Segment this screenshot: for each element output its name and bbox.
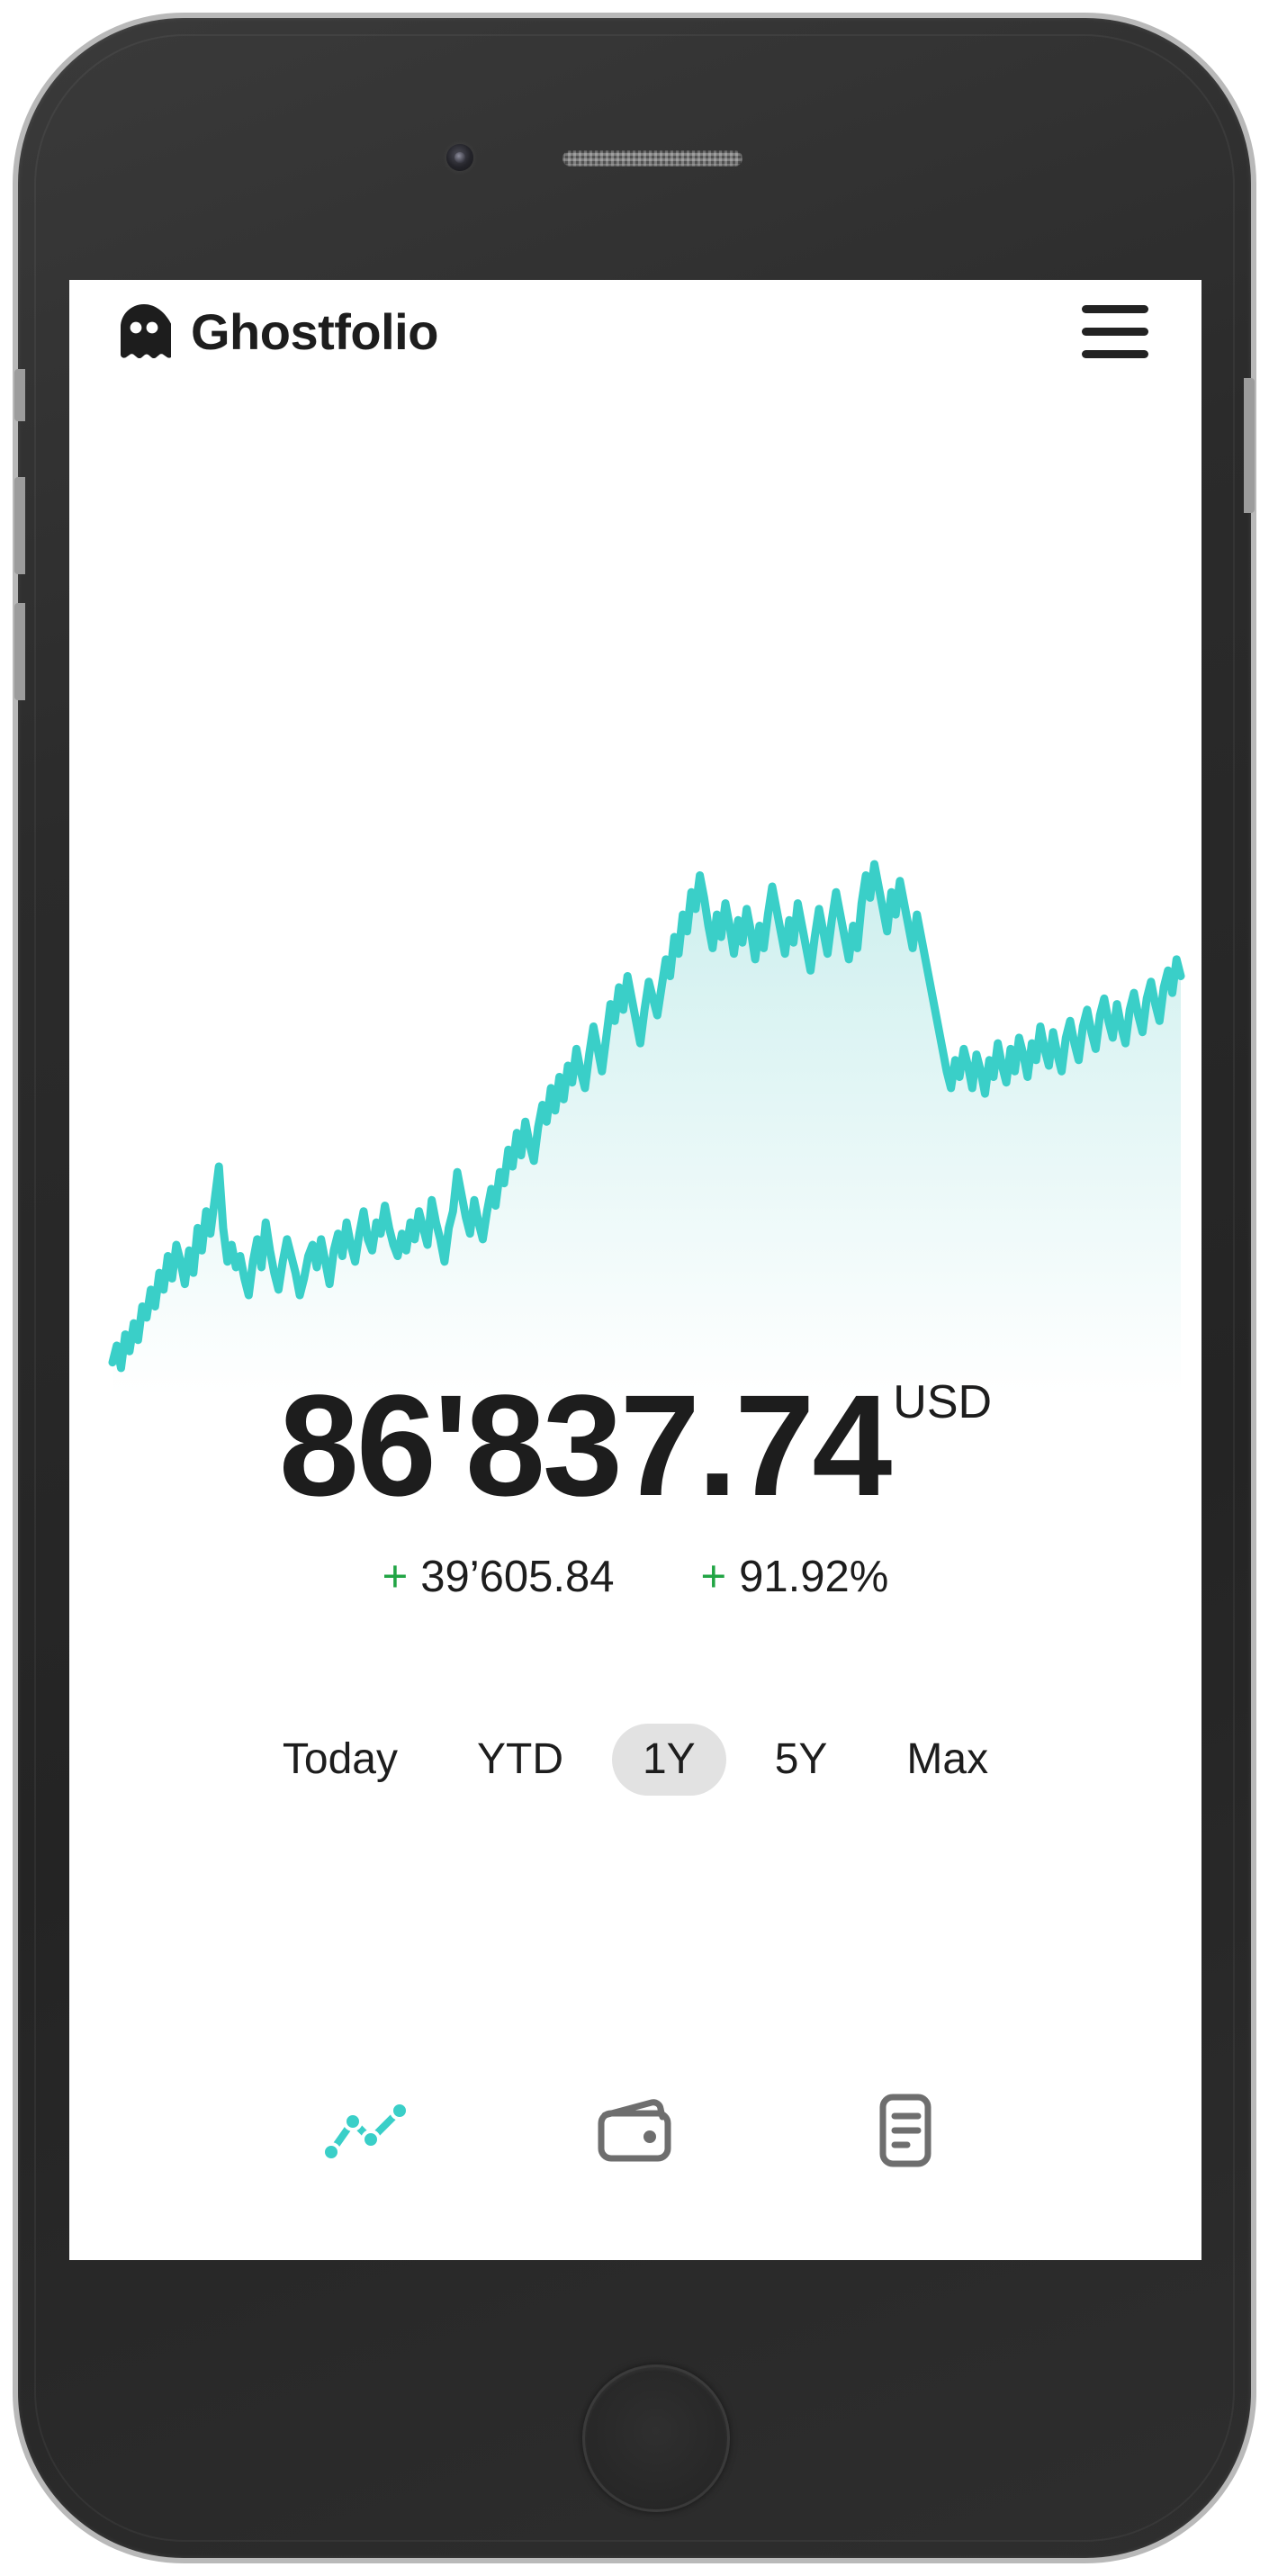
ghost-icon (117, 303, 171, 361)
app-header: Ghostfolio (69, 280, 1202, 383)
portfolio-currency: USD (893, 1376, 993, 1428)
date-range-tabs: Today YTD 1Y 5Y Max (69, 1724, 1202, 1796)
range-tab-max[interactable]: Max (876, 1724, 1019, 1796)
portfolio-change-row: + 39’605.84 + 91.92% (69, 1555, 1202, 1599)
bottom-navigation-bar (69, 2082, 1202, 2181)
wallet-icon (594, 2095, 677, 2168)
front-camera-icon (446, 144, 473, 171)
ringer-switch-button[interactable] (14, 369, 25, 421)
home-button[interactable] (582, 2364, 730, 2512)
phone-screen: Ghostfolio 86'837.74 USD (69, 280, 1202, 2260)
nav-item-activities[interactable] (856, 2082, 955, 2181)
range-tab-1y[interactable]: 1Y (611, 1724, 726, 1796)
analytics-line-chart-icon (321, 2098, 410, 2166)
range-tab-ytd[interactable]: YTD (446, 1724, 594, 1796)
change-absolute-value: 39’605.84 (420, 1553, 615, 1601)
range-tab-today[interactable]: Today (252, 1724, 428, 1796)
portfolio-value: 86'837.74 (278, 1365, 892, 1526)
app-title: Ghostfolio (191, 302, 438, 360)
document-list-icon (870, 2092, 940, 2172)
change-absolute-sign: + (382, 1553, 409, 1601)
change-percent: + 91.92% (701, 1555, 889, 1599)
volume-down-button[interactable] (14, 603, 25, 700)
menu-bar-middle (1082, 328, 1148, 336)
change-absolute: + 39’605.84 (382, 1555, 615, 1599)
nav-item-accounts[interactable] (586, 2082, 685, 2181)
change-percent-value: 91.92% (739, 1553, 889, 1601)
menu-bar-top (1082, 305, 1148, 313)
earpiece-speaker (562, 150, 742, 167)
portfolio-value-block: 86'837.74 USD + 39’605.84 + 91.92% (69, 1374, 1202, 1599)
change-percent-sign: + (700, 1553, 727, 1601)
portfolio-value-line: 86'837.74 USD (69, 1374, 1202, 1518)
power-button[interactable] (1244, 378, 1255, 513)
nav-item-overview[interactable] (316, 2082, 415, 2181)
portfolio-performance-chart[interactable] (69, 820, 1202, 1396)
app-brand[interactable]: Ghostfolio (117, 303, 438, 361)
volume-up-button[interactable] (14, 477, 25, 574)
range-tab-5y[interactable]: 5Y (744, 1724, 859, 1796)
hamburger-menu-icon[interactable] (1076, 293, 1154, 371)
menu-bar-bottom (1082, 350, 1148, 358)
